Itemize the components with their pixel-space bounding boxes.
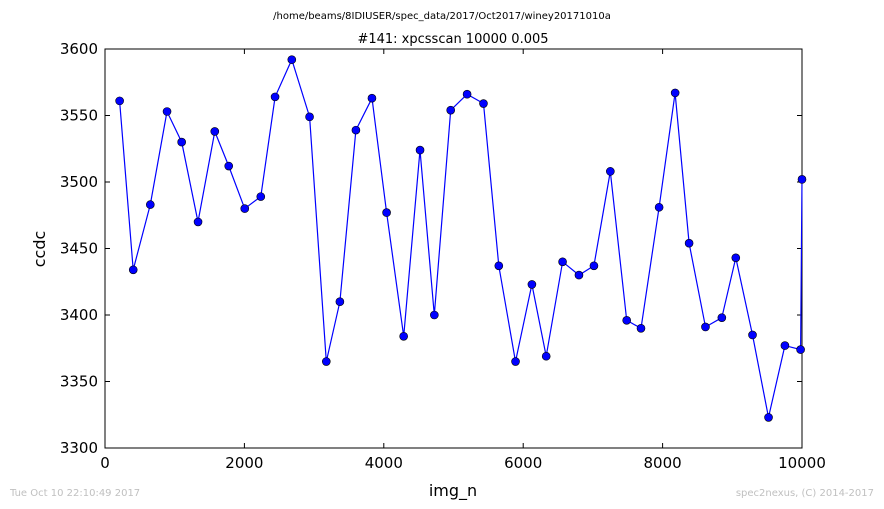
data-point-26 xyxy=(527,280,537,289)
data-point-39 xyxy=(731,253,741,263)
y-axis-label: ccdc xyxy=(30,231,49,268)
chart-title: #141: xpcsscan 10000 0.005 xyxy=(357,32,548,47)
y-tick-label-6: 3600 xyxy=(60,40,98,58)
x-tick-label-4: 8000 xyxy=(644,454,682,472)
data-point-17 xyxy=(382,208,391,217)
data-point-11 xyxy=(287,55,297,64)
data-point-22 xyxy=(462,89,472,99)
data-point-10 xyxy=(270,92,280,102)
data-point-18 xyxy=(399,331,408,341)
data-point-38 xyxy=(717,313,727,322)
data-point-35 xyxy=(670,88,680,98)
data-point-28 xyxy=(558,257,567,267)
y-tick-label-5: 3550 xyxy=(60,107,98,125)
data-point-16 xyxy=(367,93,377,103)
data-point-42 xyxy=(780,341,790,350)
x-axis-label: img_n xyxy=(429,481,477,501)
data-point-43 xyxy=(796,345,805,354)
data-point-27 xyxy=(541,351,551,361)
data-point-37 xyxy=(701,322,710,332)
data-point-5 xyxy=(193,217,203,227)
y-tick-label-4: 3500 xyxy=(60,173,98,191)
data-point-4 xyxy=(177,137,186,147)
x-tick-label-5: 10000 xyxy=(778,454,826,472)
data-point-1 xyxy=(128,265,138,275)
y-tick-label-3: 3450 xyxy=(60,240,98,258)
data-point-23 xyxy=(479,99,488,108)
data-point-44 xyxy=(797,175,807,184)
plot-area: 0 2000 4000 6000 8000 10000 3300 3350 3400 3450 35… xyxy=(60,40,826,472)
data-point-40 xyxy=(748,330,757,340)
x-tick-label-2: 4000 xyxy=(365,454,403,472)
data-point-33 xyxy=(636,323,646,333)
plot-frame xyxy=(104,48,803,449)
x-tick-label-1: 2000 xyxy=(225,454,263,472)
data-point-36 xyxy=(684,238,694,248)
data-point-15 xyxy=(351,125,361,135)
data-point-29 xyxy=(574,270,584,280)
data-point-41 xyxy=(764,413,773,422)
data-point-24 xyxy=(494,261,504,271)
data-point-31 xyxy=(606,167,615,176)
x-tick-label-3: 6000 xyxy=(504,454,542,472)
data-point-34 xyxy=(654,202,664,212)
data-point-12 xyxy=(305,112,314,122)
data-point-20 xyxy=(430,310,439,320)
y-tick-label-1: 3350 xyxy=(60,373,98,391)
data-point-21 xyxy=(446,105,456,115)
data-point-6 xyxy=(210,127,220,136)
credit-footer: spec2nexus, (C) 2014-2017 xyxy=(735,488,874,499)
data-point-2 xyxy=(146,200,155,209)
timestamp-footer: Tue Oct 10 22:10:49 2017 xyxy=(10,488,141,499)
data-point-13 xyxy=(321,357,331,366)
data-point-0 xyxy=(115,96,124,106)
data-point-32 xyxy=(622,316,632,325)
data-point-25 xyxy=(511,357,520,366)
y-tick-label-0: 3300 xyxy=(60,439,98,457)
data-point-9 xyxy=(256,192,266,201)
data-point-7 xyxy=(224,161,234,171)
data-point-3 xyxy=(162,107,172,116)
data-point-30 xyxy=(589,261,599,271)
data-point-19 xyxy=(415,145,425,155)
figure-suptitle: /home/beams/8IDIUSER/spec_data/2017/Oct2… xyxy=(273,11,611,22)
x-tick-label-0: 0 xyxy=(100,454,110,472)
data-point-14 xyxy=(335,297,345,307)
y-tick-label-2: 3400 xyxy=(60,306,98,324)
data-point-8 xyxy=(240,204,250,213)
